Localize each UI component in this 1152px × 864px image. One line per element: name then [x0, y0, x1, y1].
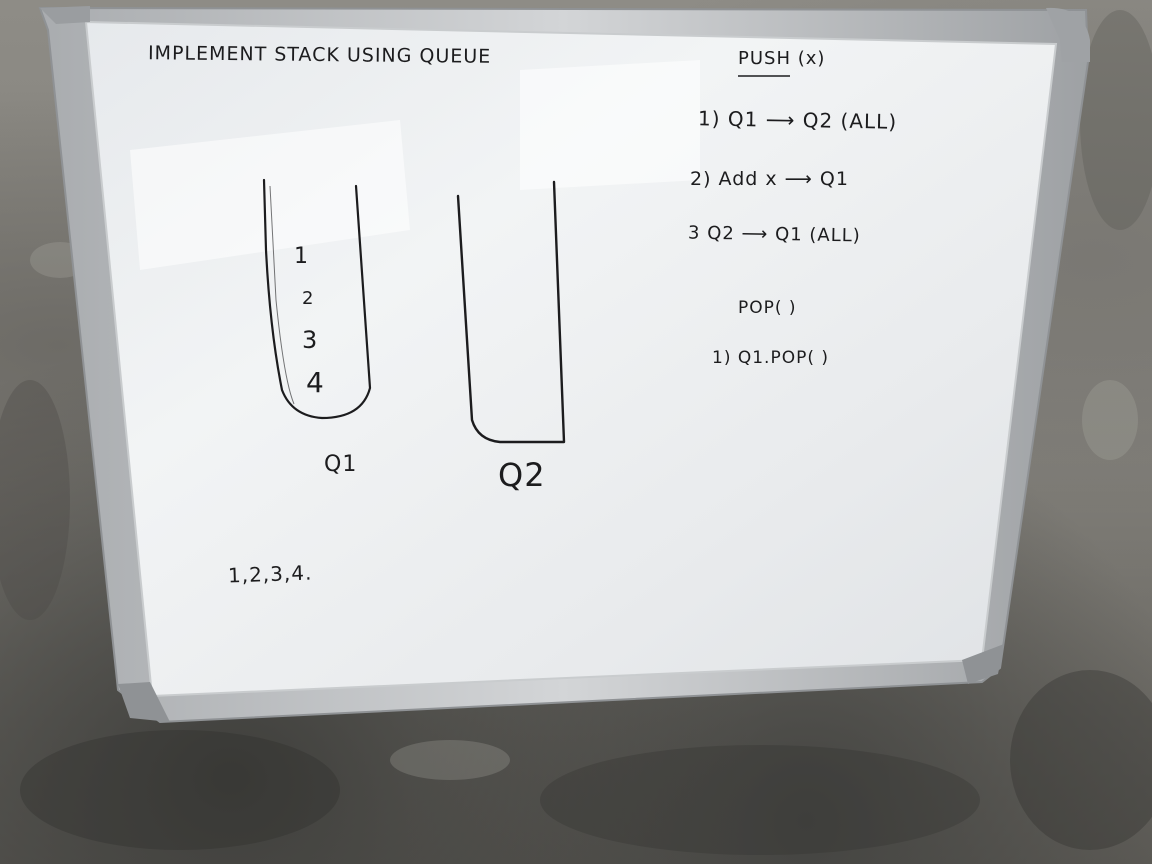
- input-sequence: 1,2,3,4.: [227, 560, 313, 588]
- push-step-1: 1) Q1 ⟶ Q2 (ALL): [697, 106, 898, 134]
- queue1-container-retrace: [269, 185, 295, 405]
- push-heading: PUSH (x): [738, 48, 826, 69]
- push-step-2: 2) Add x ⟶ Q1: [690, 168, 849, 190]
- push-step-3: 3 Q2 ⟶ Q1 (ALL): [687, 222, 861, 247]
- pop-heading: POP( ): [738, 298, 797, 318]
- frame-corner-bottom-right: [962, 644, 1004, 684]
- queue1-item: 2: [302, 288, 315, 309]
- pop-step-1: 1) Q1.POP( ): [712, 348, 830, 368]
- queue1-item: 3: [302, 326, 319, 354]
- frame-corner-top-right: [1046, 7, 1090, 62]
- queue1-container: [262, 178, 372, 420]
- frame-corner-bottom-left: [118, 682, 170, 722]
- queue2-label: Q2: [498, 456, 546, 494]
- queue2-container: [456, 180, 566, 444]
- frame-corner-top-left: [40, 6, 90, 24]
- queue1-item: 4: [306, 366, 325, 399]
- board-title: IMPLEMENT STACK USING QUEUE: [147, 42, 492, 68]
- queue1-label: Q1: [324, 452, 358, 477]
- queue1-item: 1: [294, 244, 309, 269]
